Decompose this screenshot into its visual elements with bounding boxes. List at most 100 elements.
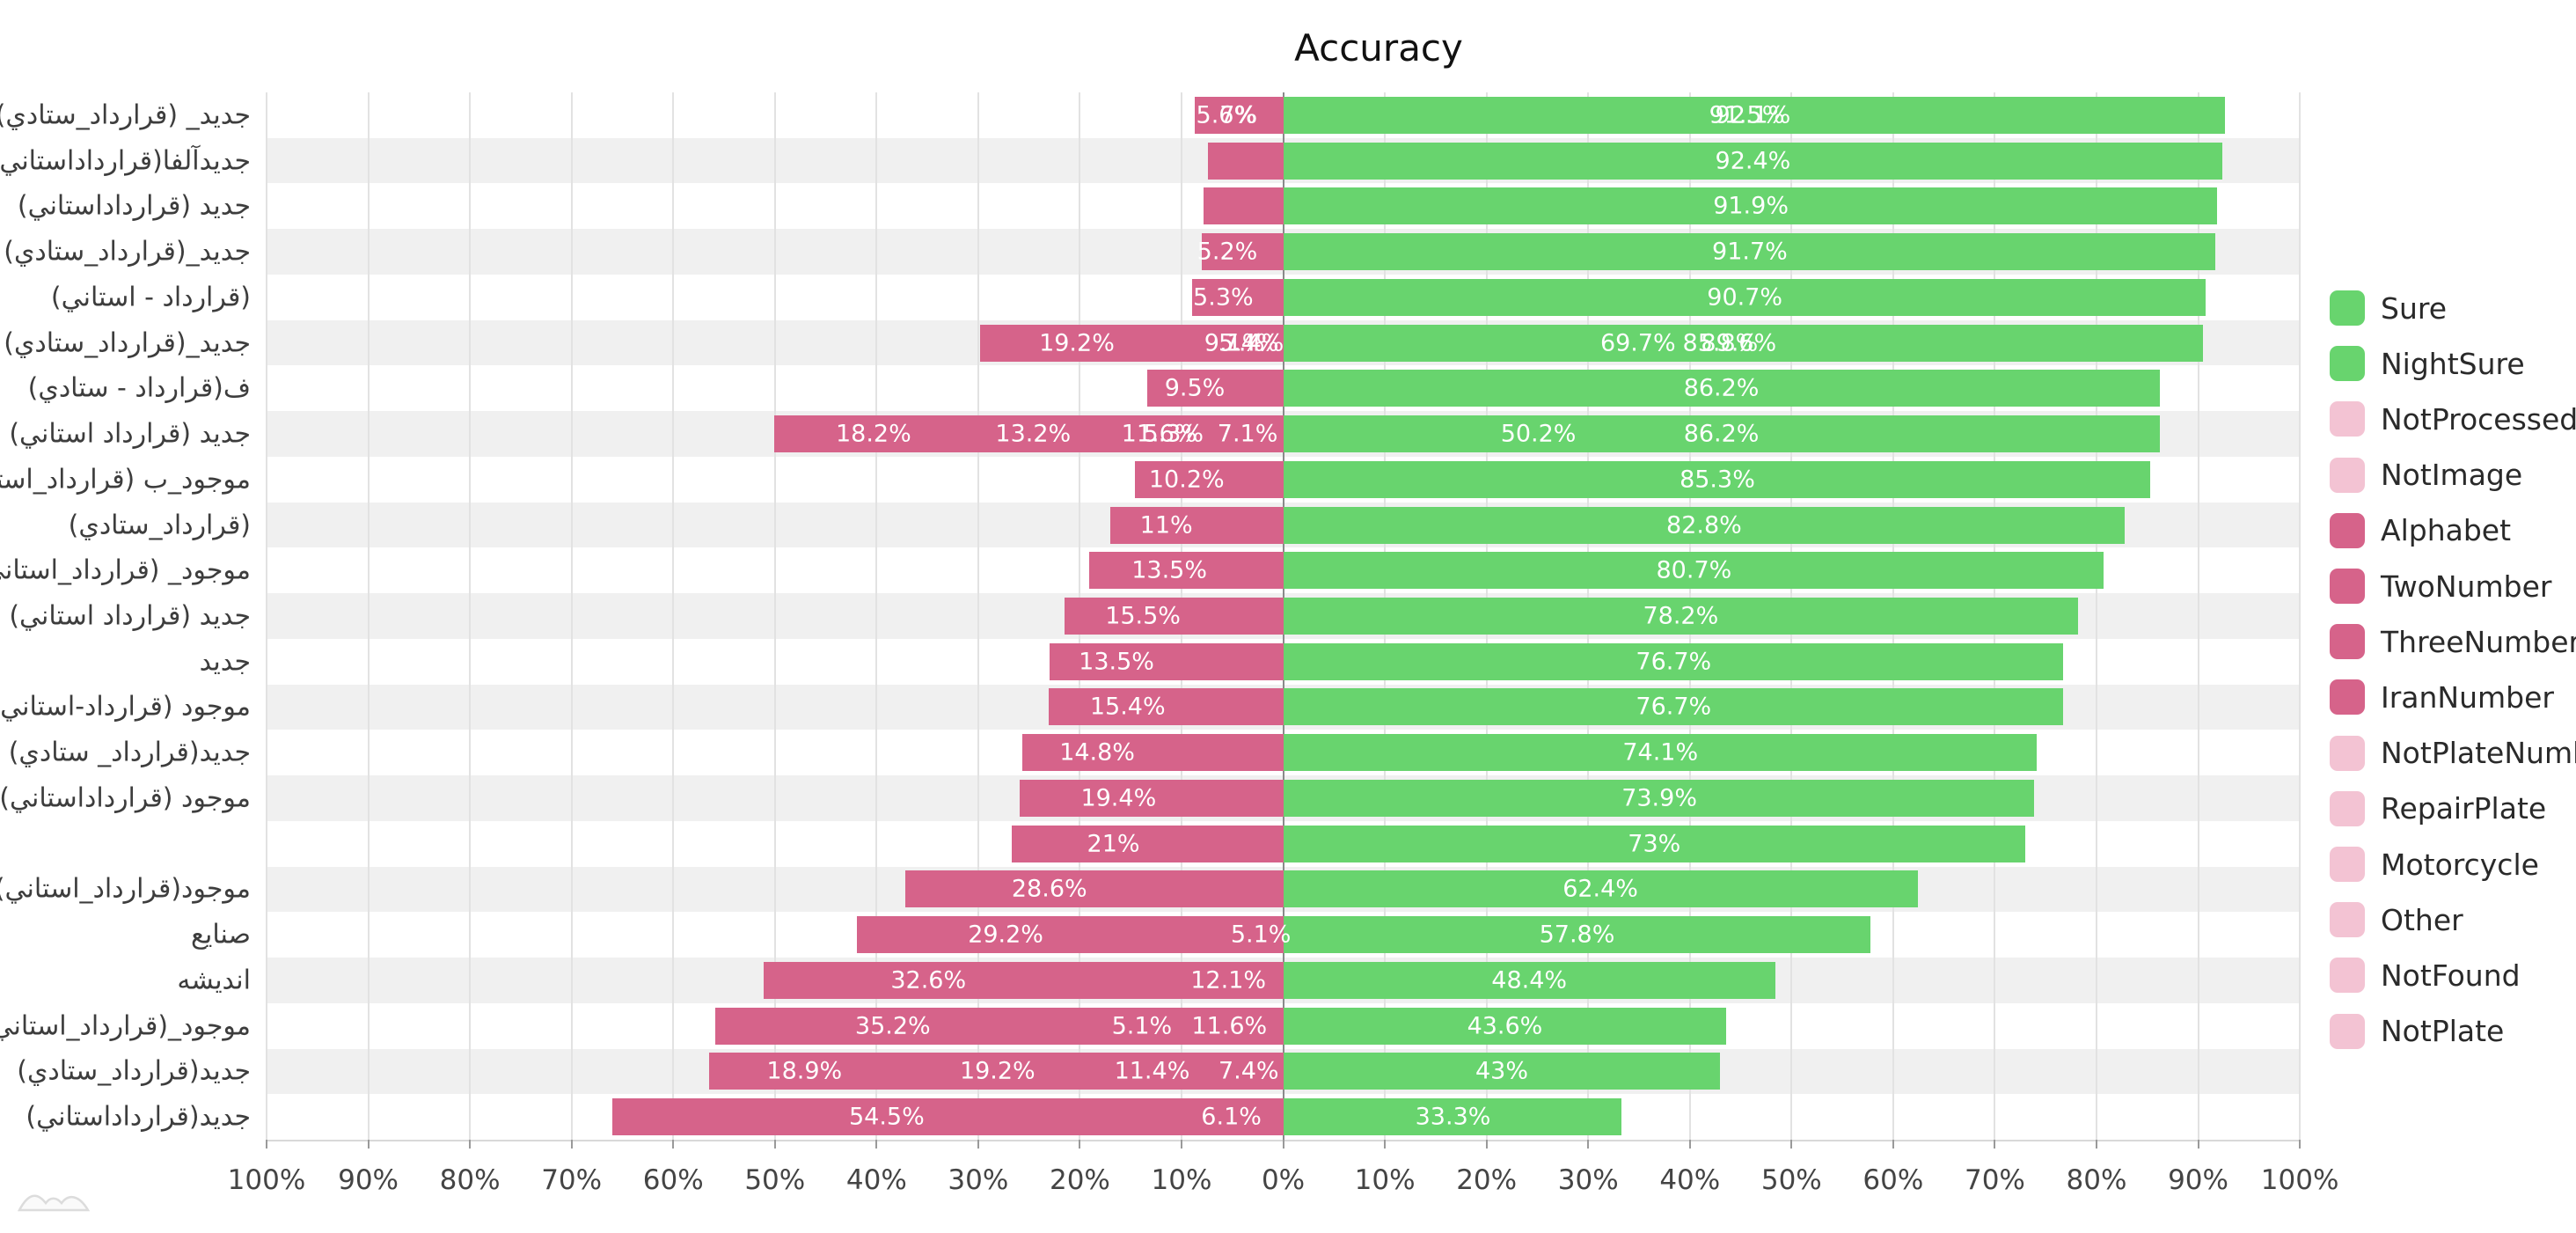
legend-item[interactable]: IranNumber — [2330, 679, 2554, 716]
bar-negative[interactable] — [1088, 552, 1284, 590]
legend-item[interactable]: TwoNumber — [2330, 569, 2551, 604]
bar-negative[interactable] — [1195, 96, 1284, 134]
bar-value-label: 19.4% — [1080, 784, 1157, 812]
legend-label: NightSure — [2381, 346, 2525, 381]
y-axis-label: جديد (قرارداداستاني) — [17, 190, 251, 222]
x-tick-label: 50% — [1760, 1164, 1822, 1196]
legend-label: NotPlate — [2381, 1014, 2505, 1049]
bar-negative[interactable] — [1202, 233, 1284, 271]
legend-label: Sure — [2381, 290, 2448, 326]
bar-negative[interactable] — [708, 1053, 1284, 1090]
y-axis-label: (قرارداد_ستادي) — [68, 510, 251, 541]
x-tick-label: 10% — [1354, 1164, 1416, 1196]
bar-negative[interactable] — [611, 1098, 1284, 1136]
bar-negative[interactable] — [1146, 370, 1284, 407]
y-axis-label: (قرارداد - استاني) — [50, 282, 251, 313]
y-axis-label: جديد(قرارداد_ستادي) — [17, 1055, 251, 1087]
bar-positive[interactable] — [1283, 324, 2204, 362]
legend-item[interactable]: RepairPlate — [2330, 790, 2546, 826]
bar-positive[interactable] — [1283, 1007, 1727, 1045]
bar-negative[interactable] — [1012, 825, 1284, 862]
bar-value-label: 10.2% — [1148, 466, 1225, 494]
y-axis-label: موجود (قرارداداستاني) — [0, 782, 251, 814]
bar-negative[interactable] — [1020, 779, 1284, 817]
x-tick-mark — [977, 1140, 979, 1149]
legend-item[interactable]: Alphabet — [2330, 512, 2511, 548]
bar-negative[interactable] — [1110, 506, 1284, 544]
bar-value-label: 89.6% — [1701, 329, 1777, 357]
bar-positive[interactable] — [1283, 233, 2216, 271]
bar-negative[interactable] — [714, 1007, 1284, 1045]
bar-value-label: 5.1% — [1111, 1012, 1173, 1040]
gridline — [2299, 92, 2302, 1140]
bar-positive[interactable] — [1283, 142, 2223, 180]
bar-positive[interactable] — [1283, 779, 2035, 817]
bar-value-label: 11.4% — [1114, 1057, 1190, 1085]
bar-value-label: 5.3% — [1143, 420, 1204, 448]
bar-negative[interactable] — [764, 961, 1284, 999]
y-axis-label: ف(قرارداد - ستادي) — [27, 372, 251, 404]
legend-item[interactable]: Motorcycle — [2330, 847, 2539, 882]
bar-positive[interactable] — [1283, 187, 2218, 225]
bar-positive[interactable] — [1283, 278, 2206, 316]
bar-positive[interactable] — [1283, 506, 2126, 544]
bar-negative[interactable] — [904, 870, 1284, 908]
legend-swatch-icon — [2330, 790, 2365, 826]
bar-positive[interactable] — [1283, 370, 2160, 407]
legend-item[interactable]: NotProcessed — [2330, 401, 2576, 437]
bar-negative[interactable] — [1208, 142, 1284, 180]
bar-negative[interactable] — [1204, 187, 1284, 225]
bar-positive[interactable] — [1283, 96, 2225, 134]
bar-negative[interactable] — [980, 324, 1284, 362]
x-tick-label: 90% — [2168, 1164, 2228, 1196]
x-tick-mark — [1688, 1140, 1691, 1149]
x-tick-mark — [469, 1140, 472, 1149]
legend-label: ThreeNumber — [2381, 624, 2576, 659]
bar-negative[interactable] — [773, 415, 1284, 453]
bar-positive[interactable] — [1283, 460, 2151, 498]
bar-positive[interactable] — [1283, 415, 2160, 453]
legend-item[interactable]: NotImage — [2330, 457, 2522, 493]
x-tick-mark — [1994, 1140, 1996, 1149]
legend-swatch-icon — [2330, 958, 2365, 994]
bar-value-label: 90.7% — [1707, 283, 1783, 312]
bar-positive[interactable] — [1283, 642, 2063, 680]
legend-item[interactable]: NightSure — [2330, 346, 2525, 382]
bar-value-label: 11.6% — [1191, 1012, 1268, 1040]
bar-negative[interactable] — [1065, 598, 1284, 635]
bar-value-label: 7.4% — [1218, 1057, 1279, 1085]
bar-negative[interactable] — [1049, 642, 1284, 680]
legend-item[interactable]: NotPlateNumber — [2330, 735, 2576, 771]
legend-item[interactable]: NotPlate — [2330, 1013, 2505, 1049]
legend-swatch-icon — [2330, 346, 2365, 382]
bar-negative[interactable] — [1134, 460, 1284, 498]
bar-positive[interactable] — [1283, 961, 1775, 999]
bar-positive[interactable] — [1283, 1053, 1721, 1090]
bar-negative[interactable] — [1191, 278, 1284, 316]
bar-negative[interactable] — [1048, 688, 1284, 726]
y-axis-label: جديد_ (قرارداد_ستادي) — [0, 99, 251, 131]
bar-positive[interactable] — [1283, 1098, 1622, 1136]
bar-positive[interactable] — [1283, 688, 2063, 726]
bar-value-label: 19.2% — [959, 1057, 1036, 1085]
x-tick-mark — [672, 1140, 675, 1149]
bar-value-label: 13.5% — [1079, 648, 1154, 676]
x-tick-mark — [1790, 1140, 1793, 1149]
x-tick-label: 30% — [948, 1164, 1009, 1196]
bar-positive[interactable] — [1283, 870, 1918, 908]
legend-item[interactable]: Sure — [2330, 290, 2447, 326]
bar-negative[interactable] — [1021, 734, 1284, 772]
bar-value-label: 18.9% — [766, 1057, 843, 1085]
bar-positive[interactable] — [1283, 734, 2037, 772]
bar-positive[interactable] — [1283, 916, 1871, 954]
bar-negative[interactable] — [857, 916, 1284, 954]
legend-item[interactable]: NotFound — [2330, 958, 2521, 994]
legend-item[interactable]: Other — [2330, 902, 2463, 938]
bar-positive[interactable] — [1283, 552, 2104, 590]
gridline — [2095, 92, 2097, 1140]
legend-item[interactable]: ThreeNumber — [2330, 624, 2576, 660]
plot-area: 5.6% 7% 92.1% 91.5% 92.4% 91.9% 5.2% 91.7% 5.3% 9… — [266, 92, 2302, 1140]
bar-value-label: 92.4% — [1715, 147, 1791, 175]
bar-positive[interactable] — [1283, 825, 2026, 862]
bar-positive[interactable] — [1283, 598, 2079, 635]
